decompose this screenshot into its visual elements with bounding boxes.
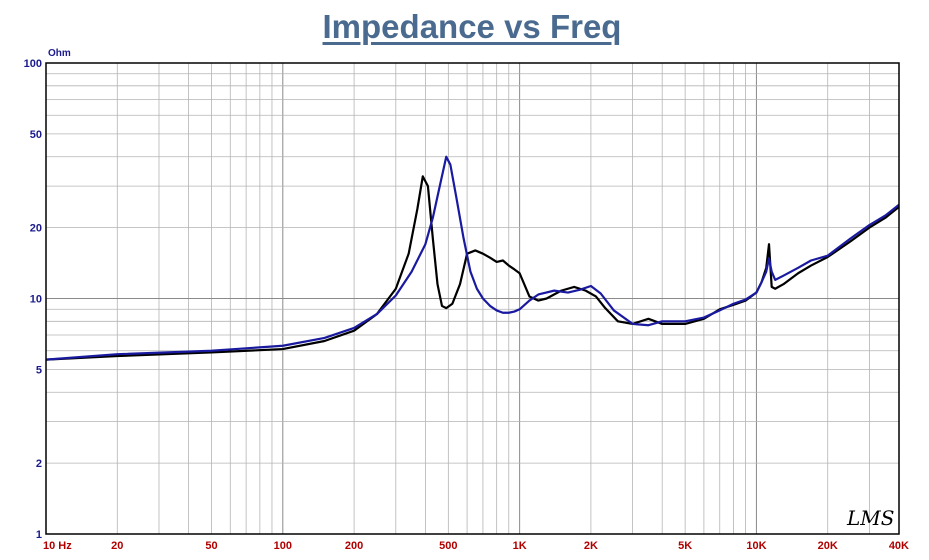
lms-logo-text: LMS <box>846 506 894 530</box>
series-layer <box>45 155 900 361</box>
x-tick-label: 10K <box>746 540 766 552</box>
x-tick-label: 200 <box>345 540 363 552</box>
x-tick-label: 100 <box>274 540 292 552</box>
x-tick-label: 5K <box>678 540 692 552</box>
x-tick-label: 1K <box>513 540 527 552</box>
y-tick-label: 50 <box>30 129 42 141</box>
y-axis-label: Ohm <box>48 48 71 59</box>
plot-frame <box>45 62 900 535</box>
series-line-2 <box>45 155 900 361</box>
grid-lines <box>45 63 900 534</box>
y-tick-label: 20 <box>30 223 42 235</box>
y-tick-label: 100 <box>24 58 42 70</box>
y-tick-labels: 100 50 20 10 5 2 1 <box>24 58 42 541</box>
x-tick-label: 500 <box>439 540 457 552</box>
y-tick-label: 2 <box>36 458 42 470</box>
y-tick-label: 5 <box>36 364 42 376</box>
x-tick-label: 2K <box>584 540 598 552</box>
y-tick-label: 1 <box>36 529 42 541</box>
lms-logo: LMS <box>846 506 894 530</box>
chart-title: Impedance vs Freq <box>322 8 622 45</box>
x-tick-label: 50 <box>205 540 217 552</box>
x-tick-label: 20K <box>818 540 838 552</box>
x-tick-labels: 10 Hz 20 50 100 200 500 1K 2K 5K 10K 20K 40K <box>43 540 909 552</box>
x-tick-label: 20 <box>111 540 123 552</box>
x-tick-label: 10 Hz <box>43 540 72 552</box>
y-tick-label: 10 <box>30 294 42 306</box>
x-tick-label: 40K <box>889 540 909 552</box>
